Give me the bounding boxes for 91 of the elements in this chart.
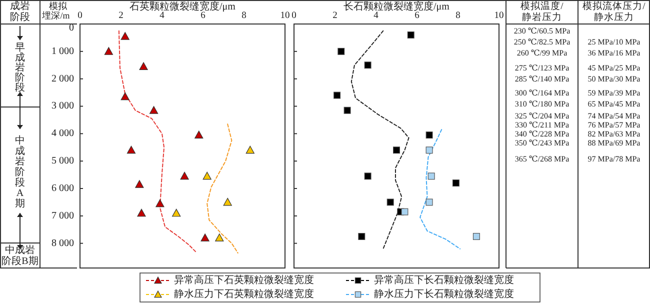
text: 97 MPa/78 MPa <box>588 154 641 164</box>
point <box>428 172 435 180</box>
point <box>215 234 224 242</box>
text: 88 MPa/69 MPa <box>588 138 641 148</box>
y-tick-label: 1 000 <box>52 46 74 57</box>
x-tick-label: 4 <box>374 11 379 21</box>
y-tick-label: 2 000 <box>52 73 74 84</box>
point <box>338 48 345 55</box>
point <box>202 172 212 180</box>
point <box>156 199 164 208</box>
y-tick-label: 4 000 <box>52 128 74 140</box>
point <box>472 232 480 240</box>
y-tick-label: 7 000 <box>52 210 74 222</box>
point <box>120 32 130 40</box>
point <box>426 146 433 154</box>
x-tick-label: 10 <box>280 11 290 21</box>
text: 310 ℃/180 MPa <box>514 100 570 108</box>
y-tick-label: 6 000 <box>52 182 74 194</box>
text: 早成岩阶段 <box>15 42 25 94</box>
text: 330 ℃/211 MPa <box>515 120 570 130</box>
y-tick-label: 5 000 <box>52 156 74 167</box>
text: 285 ℃/140 MPa <box>514 74 570 84</box>
x-axis-title: 石英颗粒微裂缝宽度/μm <box>130 0 236 12</box>
point <box>407 31 414 38</box>
text: 模拟温度/静岩压力 <box>520 0 564 23</box>
point <box>426 198 433 206</box>
point <box>334 92 341 99</box>
line-series <box>118 30 198 254</box>
y-tick-label: 3 000 <box>52 100 74 112</box>
x-tick-label: 0 <box>292 11 297 21</box>
legend-label: 静水压力下长石颗粒微裂缝宽度 <box>374 288 514 300</box>
x-tick-label: 6 <box>414 11 420 21</box>
point <box>200 234 210 242</box>
point <box>386 198 394 206</box>
point <box>223 198 232 206</box>
point <box>139 62 148 70</box>
text: 325 ℃/204 MPa <box>514 112 570 120</box>
line-series <box>206 124 238 254</box>
text: 74 MPa/54 MPa <box>588 112 641 120</box>
legend-label: 静水压力下石英颗粒微裂缝宽度 <box>174 288 314 300</box>
x-tick-label: 2 <box>332 11 338 21</box>
point <box>344 106 351 114</box>
point <box>364 172 372 180</box>
text: 230 ℃/60.5 MPa <box>514 26 571 36</box>
point <box>104 47 113 55</box>
x-axis-title: 长石颗粒微裂缝宽度/μm <box>344 0 450 12</box>
point <box>426 132 433 139</box>
x-tick-label: 0 <box>78 11 83 21</box>
text: 25 MPa/10 MPa <box>588 38 641 46</box>
point <box>172 208 181 217</box>
text: 成岩阶段 <box>10 0 30 23</box>
legend-label: 异常高压下石英颗粒微裂缝宽度 <box>174 274 314 286</box>
point <box>393 146 400 154</box>
text: 45 MPa/25 MPa <box>588 64 641 72</box>
text: 65 MPa/45 MPa <box>588 100 641 108</box>
text: 260 ℃/99 MPa <box>516 48 568 58</box>
x-tick-label: 10 <box>494 11 504 21</box>
point <box>364 62 372 69</box>
point <box>180 172 189 180</box>
text: 365 ℃/268 MPa <box>514 154 570 164</box>
text: 275 ℃/123 MPa <box>514 64 570 72</box>
x-tick-label: 4 <box>160 11 165 21</box>
text: 中成岩阶段A期 <box>15 134 25 210</box>
y-axis-title: 模拟埋深/m <box>41 1 70 20</box>
x-tick-label: 6 <box>200 11 206 21</box>
text: 59 MPa/39 MPa <box>588 88 641 98</box>
x-tick-label: 8 <box>242 11 247 21</box>
point <box>120 92 130 100</box>
point <box>137 208 146 217</box>
x-tick-label: 2 <box>118 11 124 21</box>
point <box>135 180 144 188</box>
text: 340 ℃/228 MPa <box>514 130 570 138</box>
point <box>401 208 408 216</box>
text: 350 ℃/243 MPa <box>514 138 570 148</box>
legend-label: 异常高压下长石颗粒微裂缝宽度 <box>374 274 514 286</box>
point <box>126 146 136 154</box>
text: 模拟流体压力/静水压力 <box>582 0 646 23</box>
x-tick-label: 8 <box>456 11 461 21</box>
text: 36 MPa/16 MPa <box>588 48 641 58</box>
y-tick-label: 8 000 <box>52 238 74 249</box>
y-tick-label: 0 <box>69 22 74 34</box>
point <box>150 106 158 114</box>
text: 76 MPa/57 MPa <box>588 120 641 130</box>
point <box>246 146 254 154</box>
point <box>194 130 204 139</box>
text: 300 ℃/164 MPa <box>514 88 570 98</box>
text: 82 MPa/63 MPa <box>588 130 641 138</box>
point <box>358 232 366 240</box>
point <box>452 180 460 187</box>
text: 250 ℃/82.5 MPa <box>514 38 571 46</box>
text: 50 MPa/30 MPa <box>588 74 641 84</box>
